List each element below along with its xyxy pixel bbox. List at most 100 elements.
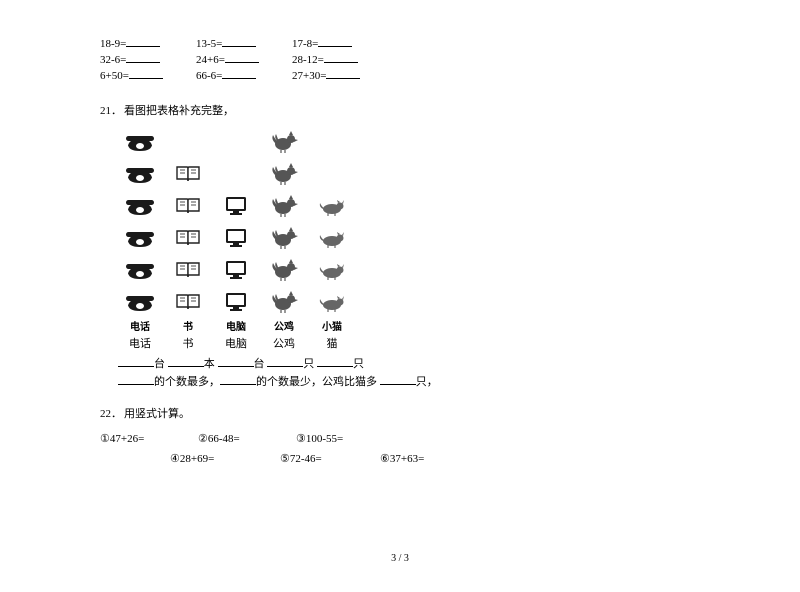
cat-icon bbox=[317, 193, 347, 220]
blank bbox=[317, 356, 353, 367]
computer-icon bbox=[221, 193, 251, 220]
vc-mark: ③ bbox=[296, 433, 306, 445]
vc-item: ⑤72-46= bbox=[280, 449, 380, 469]
unit: 台 bbox=[254, 358, 265, 370]
question-number: 22． bbox=[100, 408, 122, 420]
vc-mark: ② bbox=[198, 433, 208, 445]
arith-row: 6+50= 66-6= 27+30= bbox=[100, 68, 700, 84]
empty-cell bbox=[221, 132, 251, 156]
arith-cell: 13-5= bbox=[196, 36, 292, 52]
picto-col-label-bold: 电脑 bbox=[226, 318, 246, 333]
picto-col-label: 电脑 bbox=[225, 335, 247, 351]
empty-cell bbox=[221, 164, 251, 188]
vertical-calc-block: ①47+26= ②66-48= ③100-55= ④28+69= ⑤72-46=… bbox=[100, 429, 700, 469]
vc-expr: 47+26= bbox=[110, 433, 144, 445]
blank bbox=[118, 356, 154, 367]
unit: 只 bbox=[303, 358, 314, 370]
arith-cell: 24+6= bbox=[196, 52, 292, 68]
phone-icon bbox=[125, 257, 155, 284]
empty-cell bbox=[317, 132, 347, 156]
picto-col-label-bold: 小猫 bbox=[322, 318, 342, 333]
phone-icon bbox=[125, 161, 155, 188]
rooster-icon bbox=[269, 129, 299, 156]
arith-cell: 66-6= bbox=[196, 68, 292, 84]
blank bbox=[129, 68, 163, 79]
book-icon bbox=[173, 257, 203, 284]
question-number: 21． bbox=[100, 105, 122, 117]
vc-mark: ① bbox=[100, 433, 110, 445]
text: 的个数最多， bbox=[154, 376, 220, 388]
q22-heading: 22．用竖式计算。 bbox=[100, 405, 700, 421]
blank bbox=[380, 374, 416, 385]
vc-item: ③100-55= bbox=[296, 429, 394, 449]
arith-cell: 17-8= bbox=[292, 36, 388, 52]
computer-icon bbox=[221, 225, 251, 252]
vc-expr: 100-55= bbox=[306, 433, 343, 445]
book-icon bbox=[173, 225, 203, 252]
book-icon bbox=[173, 161, 203, 188]
blank bbox=[222, 36, 256, 47]
rooster-icon bbox=[269, 225, 299, 252]
arith-expr: 28-12= bbox=[292, 53, 324, 68]
blank bbox=[218, 356, 254, 367]
text: 的个数最少，公鸡比猫多 bbox=[256, 376, 380, 388]
arith-expr: 13-5= bbox=[196, 37, 222, 52]
empty-cell bbox=[173, 132, 203, 156]
unit: 台 bbox=[154, 358, 165, 370]
pictograph-labels: 电话 书 电脑 公鸡 猫 bbox=[118, 335, 358, 351]
arith-row: 32-6= 24+6= 28-12= bbox=[100, 52, 700, 68]
empty-cell bbox=[317, 164, 347, 188]
blank bbox=[118, 374, 154, 385]
arith-expr: 66-6= bbox=[196, 69, 222, 84]
pictograph-labels-bold: 电话 书 电脑 公鸡 小猫 bbox=[118, 318, 358, 333]
question-title: 用竖式计算。 bbox=[124, 408, 190, 420]
vc-mark: ⑤ bbox=[280, 453, 290, 465]
page-footer: 3 / 3 bbox=[0, 553, 800, 564]
picto-col-label: 公鸡 bbox=[273, 335, 295, 351]
arith-expr: 27+30= bbox=[292, 69, 326, 84]
arith-cell: 6+50= bbox=[100, 68, 196, 84]
vc-expr: 28+69= bbox=[180, 453, 214, 465]
vc-item: ⑥37+63= bbox=[380, 449, 480, 469]
pictograph: 电话书电脑公鸡小猫 电话书电脑公鸡猫 bbox=[118, 126, 358, 351]
page-content: 18-9= 13-5= 17-8= 32-6= 24+6= 28-12= 6+5… bbox=[0, 0, 800, 469]
blank bbox=[267, 356, 303, 367]
picto-col-label-bold: 公鸡 bbox=[274, 318, 294, 333]
arith-expr: 32-6= bbox=[100, 53, 126, 68]
arith-cell: 18-9= bbox=[100, 36, 196, 52]
blank bbox=[222, 68, 256, 79]
computer-icon bbox=[221, 289, 251, 316]
unit: 只 bbox=[353, 358, 364, 370]
vc-item: ①47+26= bbox=[100, 429, 198, 449]
blank bbox=[168, 356, 204, 367]
cat-icon bbox=[317, 289, 347, 316]
blank bbox=[126, 52, 160, 63]
picto-col-label: 猫 bbox=[327, 335, 338, 351]
arith-row: 18-9= 13-5= 17-8= bbox=[100, 36, 700, 52]
picto-col-label: 书 bbox=[183, 335, 194, 351]
blank bbox=[318, 36, 352, 47]
fill-line-2: 的个数最多，的个数最少，公鸡比猫多 只， bbox=[118, 373, 700, 391]
picto-col-label-bold: 电话 bbox=[130, 318, 150, 333]
blank bbox=[126, 36, 160, 47]
question-title: 看图把表格补充完整， bbox=[124, 105, 234, 117]
vc-mark: ④ bbox=[170, 453, 180, 465]
rooster-icon bbox=[269, 193, 299, 220]
vc-item: ④28+69= bbox=[170, 449, 280, 469]
book-icon bbox=[173, 193, 203, 220]
rooster-icon bbox=[269, 161, 299, 188]
picto-col-label-bold: 书 bbox=[183, 318, 193, 333]
vc-item: ②66-48= bbox=[198, 429, 296, 449]
arith-cell: 32-6= bbox=[100, 52, 196, 68]
arith-expr: 24+6= bbox=[196, 53, 225, 68]
phone-icon bbox=[125, 129, 155, 156]
picto-col-label: 电话 bbox=[129, 335, 151, 351]
rooster-icon bbox=[269, 289, 299, 316]
vc-row: ④28+69= ⑤72-46= ⑥37+63= bbox=[170, 449, 700, 469]
arithmetic-block: 18-9= 13-5= 17-8= 32-6= 24+6= 28-12= 6+5… bbox=[100, 36, 700, 84]
unit: 本 bbox=[204, 358, 215, 370]
cat-icon bbox=[317, 257, 347, 284]
page-number: 3 / 3 bbox=[391, 553, 409, 564]
blank bbox=[220, 374, 256, 385]
blank bbox=[324, 52, 358, 63]
